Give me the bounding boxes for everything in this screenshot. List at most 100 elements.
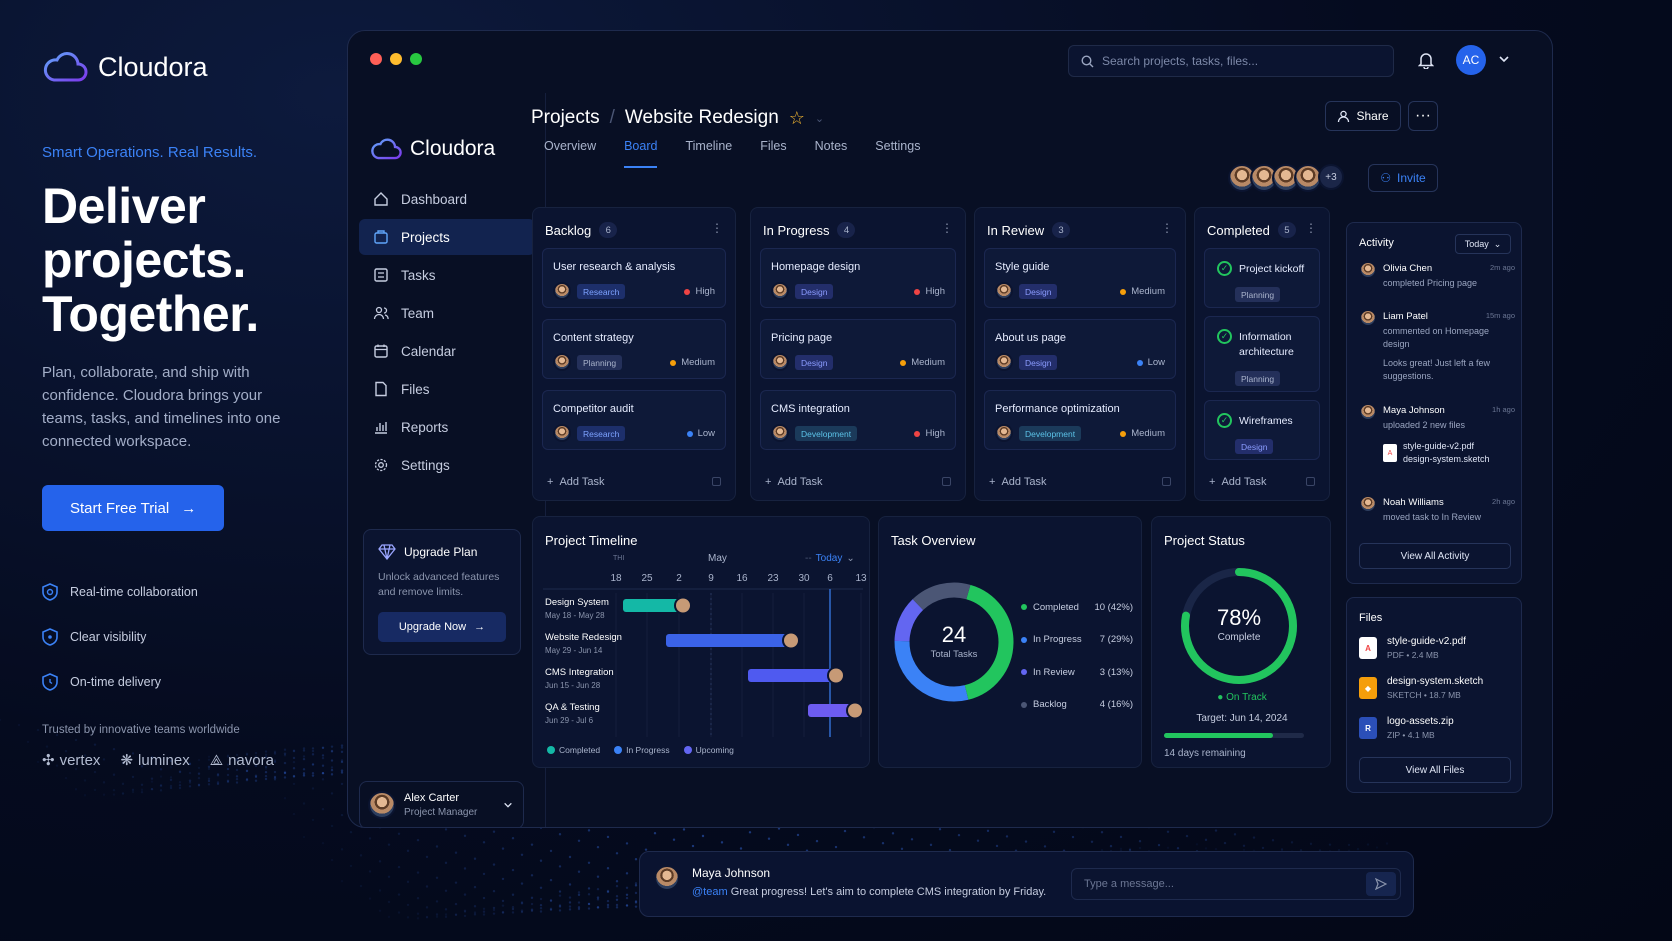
star-icon[interactable]: ☆ [788, 107, 805, 128]
donut-slice[interactable] [912, 582, 971, 611]
timeline-bar[interactable] [666, 634, 789, 647]
partner-logo-luminex: ❋ luminex [120, 751, 190, 770]
partner-logo-navora: ⟁ navora [210, 751, 274, 769]
tab-files[interactable]: Files [760, 139, 787, 153]
close-window-button[interactable] [370, 53, 382, 65]
start-free-trial-button[interactable]: Start Free Trial → [42, 485, 225, 531]
add-task-button[interactable]: + Add Task [1209, 476, 1267, 488]
chevron-down-icon[interactable] [1498, 53, 1510, 65]
chat-message: @team Great progress! Let's aim to compl… [692, 886, 1046, 898]
vertical-ellipsis-icon[interactable]: ⋮ [711, 221, 723, 235]
activity-quote-line: Looks great! Just left a few [1383, 358, 1491, 368]
task-card[interactable]: ✓ Wireframes Design [1204, 400, 1320, 460]
sidebar-item-dashboard[interactable]: Dashboard [359, 181, 535, 217]
tab-settings[interactable]: Settings [875, 139, 921, 153]
add-task-button[interactable]: + Add Task [989, 476, 1047, 488]
upgrade-now-button[interactable]: Upgrade Now → [378, 612, 506, 642]
sidebar-item-files[interactable]: Files [359, 371, 535, 407]
vertical-ellipsis-icon[interactable]: ⋮ [941, 221, 953, 235]
task-card[interactable]: ✓ Information architecture Planning [1204, 316, 1320, 392]
task-card[interactable]: ✓ Project kickoff Planning [1204, 248, 1320, 308]
chat-message-input[interactable]: Type a message... [1071, 868, 1401, 900]
partner-logo-name: luminex [138, 751, 190, 769]
view-all-activity-button[interactable]: View All Activity [1359, 543, 1511, 569]
add-task-button[interactable]: + Add Task [765, 476, 823, 488]
task-card[interactable]: Performance optimization Development Mediu… [984, 390, 1176, 450]
square-icon[interactable] [942, 477, 951, 486]
upgrade-desc-line: and remove limits. [378, 586, 464, 598]
sidebar-item-tasks[interactable]: Tasks [359, 257, 535, 293]
activity-filter-select[interactable]: Today ⌄ [1455, 234, 1511, 254]
invite-button[interactable]: ⚇ Invite [1368, 164, 1438, 192]
donut-slice[interactable] [964, 584, 1014, 700]
file-name: design-system.sketch [1387, 676, 1484, 687]
member-avatars[interactable]: +3 [1228, 164, 1344, 192]
avatar [771, 282, 789, 300]
status-dot: ● [1217, 692, 1224, 703]
more-options-button[interactable]: ··· [1408, 101, 1438, 131]
legend-label: In Progress [1033, 634, 1082, 646]
square-icon[interactable] [712, 477, 721, 486]
partner-logo-vertex: ✣ vertex [42, 751, 100, 770]
sidebar-item-projects[interactable]: Projects [359, 219, 535, 255]
legend-swatch [683, 746, 692, 754]
donut-slice[interactable] [894, 640, 969, 702]
vertical-ellipsis-icon[interactable]: ⋮ [1305, 221, 1317, 235]
timeline-bar[interactable] [748, 669, 834, 682]
task-card[interactable]: User research & analysis Research High [542, 248, 726, 308]
view-all-files-button[interactable]: View All Files [1359, 757, 1511, 783]
search-icon [1081, 54, 1094, 67]
avatar [995, 353, 1013, 371]
timeline-today-filter[interactable]: -- Today ⌄ [805, 553, 855, 564]
trusted-text: Trusted by innovative teams worldwide [42, 724, 240, 736]
minimize-window-button[interactable] [390, 53, 402, 65]
square-icon[interactable] [1162, 477, 1171, 486]
account-avatar[interactable]: AC [1456, 45, 1486, 75]
chevron-down-icon[interactable]: ⌄ [814, 112, 825, 125]
task-card[interactable]: Style guide Design Medium [984, 248, 1176, 308]
project-status-panel: Project Status 78% Complete ● On Track T… [1151, 516, 1331, 768]
priority-dot [914, 288, 921, 295]
bell-icon[interactable] [1418, 51, 1434, 69]
arrow-right-icon: → [181, 499, 197, 517]
more-members-badge[interactable]: +3 [1318, 164, 1344, 190]
task-tag: Development [795, 426, 858, 441]
task-card[interactable]: About us page Design Low [984, 319, 1176, 379]
tab-overview[interactable]: Overview [544, 139, 597, 153]
task-card[interactable]: CMS integration Development High [760, 390, 956, 450]
chat-mention[interactable]: @team [692, 886, 728, 898]
timeline-bar[interactable] [623, 599, 681, 612]
donut-slice[interactable] [894, 599, 924, 642]
avatar [553, 424, 571, 442]
sidebar-item-calendar[interactable]: Calendar [359, 333, 535, 369]
task-tag: Design [795, 284, 834, 299]
square-icon[interactable] [1306, 477, 1315, 486]
user-icon [1338, 110, 1350, 122]
file-item[interactable]: ◆ design-system.sketch SKETCH • 18.7 MB [1359, 676, 1483, 700]
vertical-ellipsis-icon[interactable]: ⋮ [1161, 221, 1173, 235]
sidebar-item-reports[interactable]: Reports [359, 409, 535, 445]
priority-indicator: High [914, 286, 945, 297]
add-task-button[interactable]: + Add Task [547, 476, 605, 488]
task-tag: Research [577, 284, 626, 299]
maximize-window-button[interactable] [410, 53, 422, 65]
send-button[interactable] [1366, 872, 1396, 896]
tab-notes[interactable]: Notes [814, 139, 848, 153]
task-card[interactable]: Content strategy Planning Medium [542, 319, 726, 379]
task-card[interactable]: Competitor audit Research Low [542, 390, 726, 450]
share-button[interactable]: Share [1325, 101, 1401, 131]
sidebar-item-settings[interactable]: Settings [359, 447, 535, 483]
tab-board[interactable]: Board [624, 139, 658, 168]
tab-timeline[interactable]: Timeline [685, 139, 733, 153]
task-card[interactable]: Pricing page Design Medium [760, 319, 956, 379]
user-profile-menu[interactable]: Alex Carter Project Manager [359, 781, 524, 827]
breadcrumb-parent[interactable]: Projects [531, 107, 600, 128]
timeline-bar[interactable] [808, 704, 853, 717]
sidebar-item-team[interactable]: Team [359, 295, 535, 331]
task-card[interactable]: Homepage design Design High [760, 248, 956, 308]
search-input[interactable]: Search projects, tasks, files... [1068, 45, 1394, 77]
